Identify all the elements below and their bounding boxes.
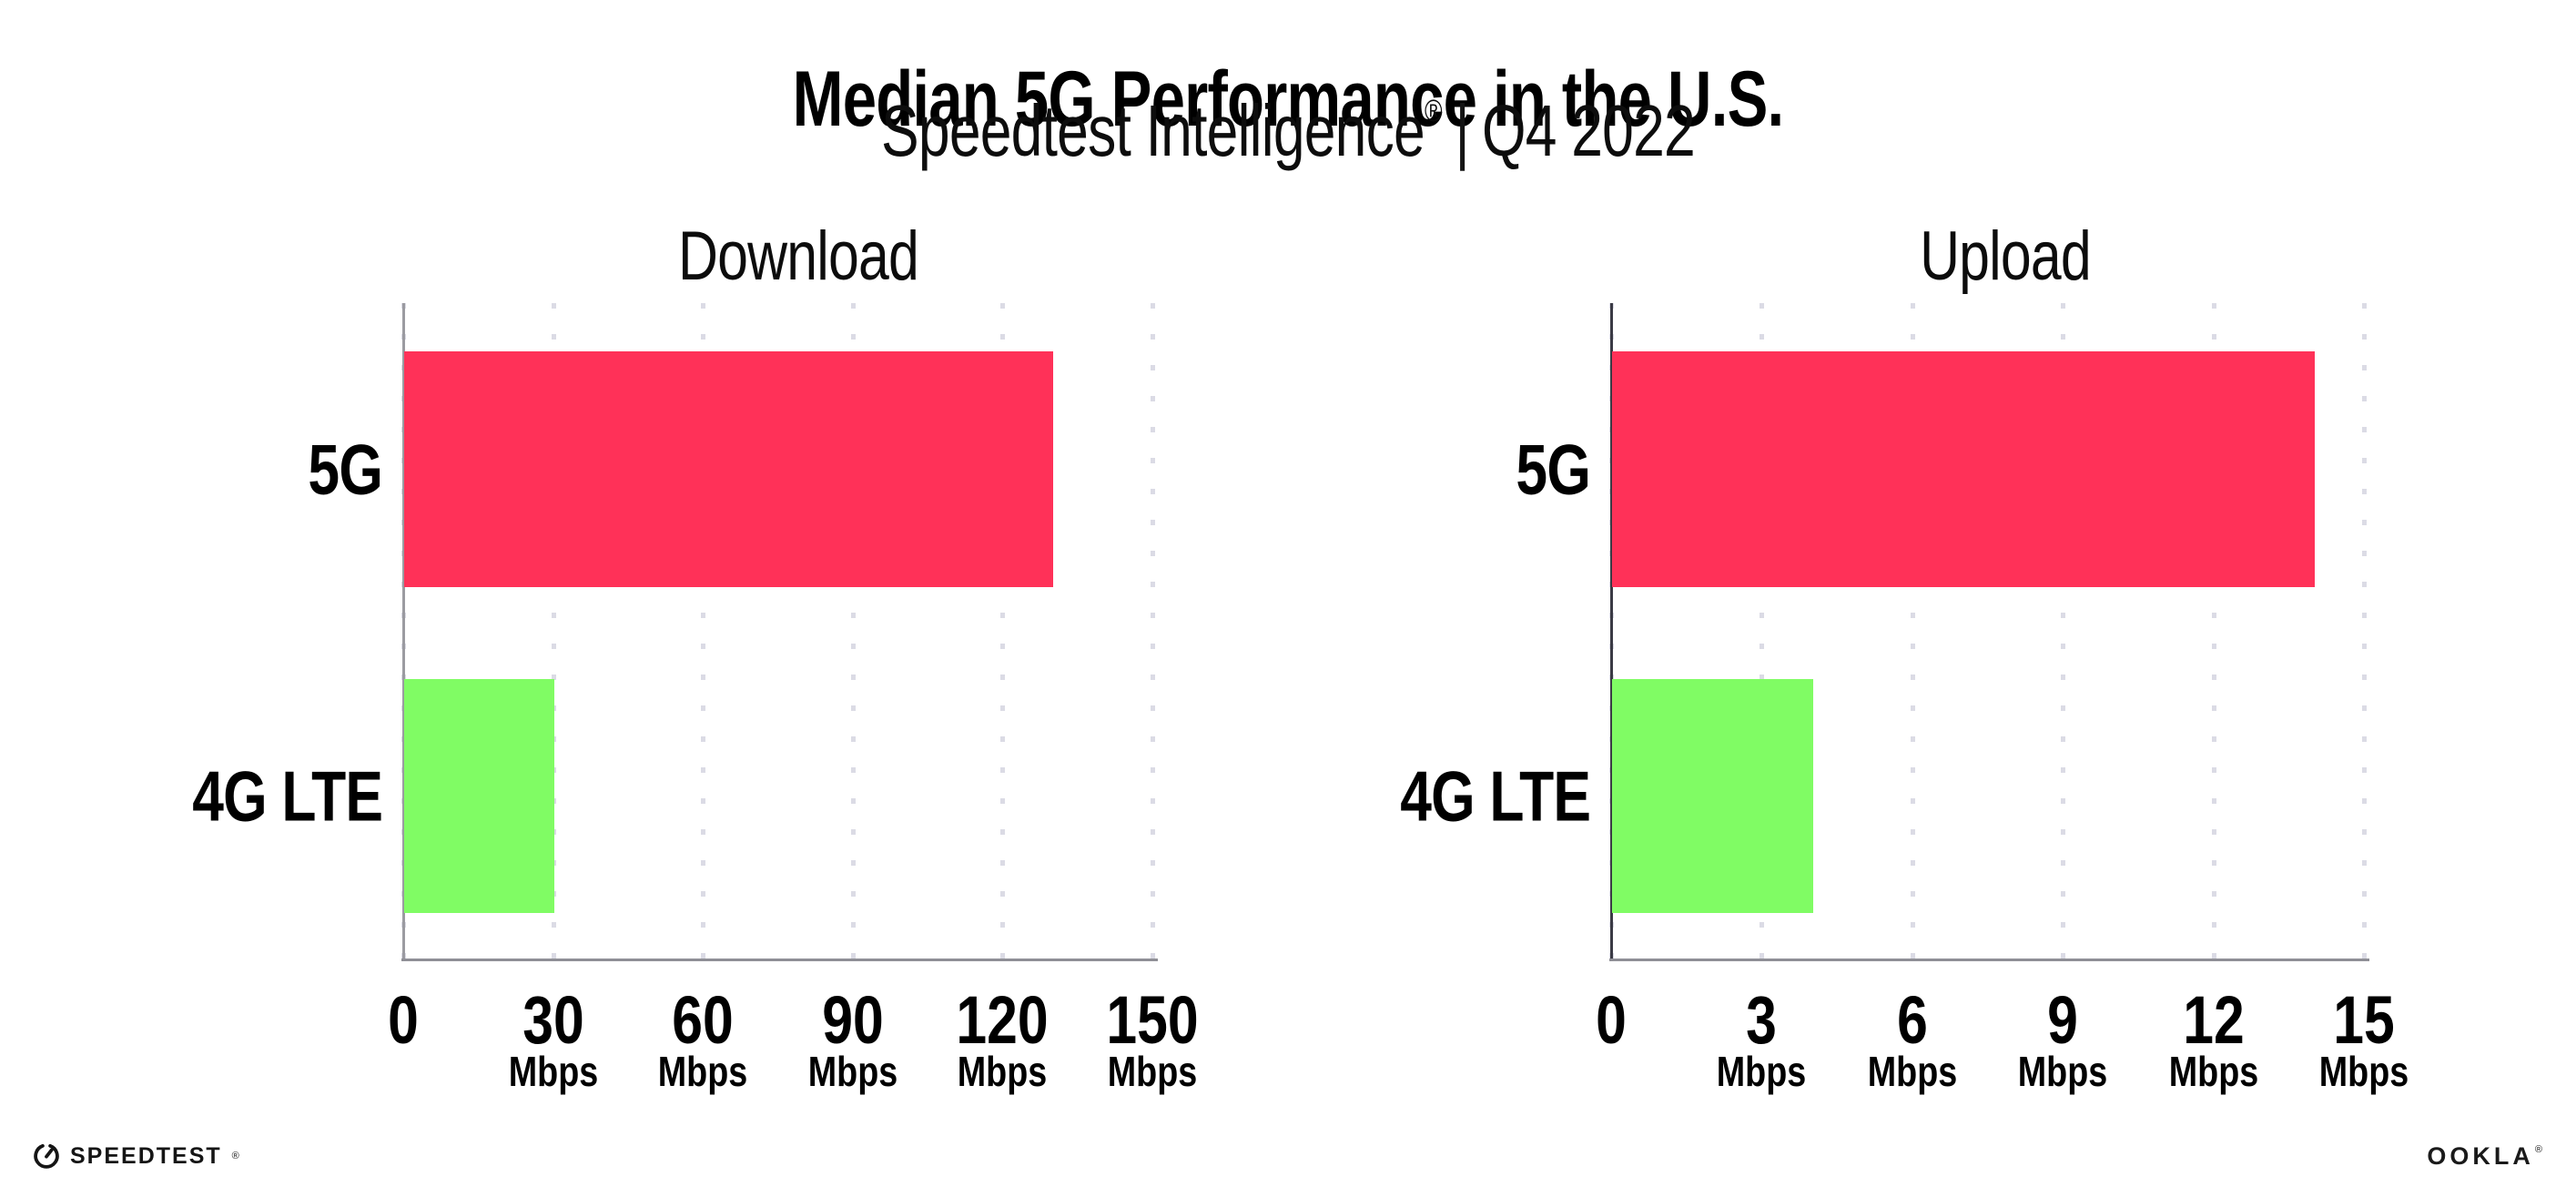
x-tick-label: 60 — [672, 982, 734, 1058]
x-gridline — [1000, 303, 1006, 973]
subtitle-period: Q4 2022 — [1482, 90, 1696, 171]
speedtest-wordmark: SPEEDTEST — [70, 1142, 222, 1169]
x-tick-label: 0 — [388, 982, 419, 1058]
x-gridline — [701, 303, 706, 973]
x-tick-label: 30 — [522, 982, 584, 1058]
x-tick-unit-label: Mbps — [1717, 1048, 1807, 1095]
page-subtitle: Speedtest Intelligence® | Q4 2022 — [881, 89, 1696, 173]
x-tick-label: 150 — [1106, 982, 1199, 1058]
x-tick-label: 0 — [1596, 982, 1627, 1058]
x-gridline — [1910, 303, 1915, 973]
x-tick-unit-label: Mbps — [508, 1048, 598, 1095]
x-gridline — [1760, 303, 1765, 973]
download-bar-4g-lte — [404, 679, 554, 913]
x-tick-unit-label: Mbps — [2017, 1048, 2108, 1095]
page-title: Median 5G Performance in the U.S. — [792, 55, 1785, 143]
x-tick-label: 6 — [1896, 982, 1928, 1058]
y-axis-line — [402, 303, 405, 960]
x-gridline — [1151, 303, 1155, 973]
x-tick-label: 9 — [2047, 982, 2079, 1058]
x-tick-unit-label: Mbps — [2318, 1048, 2409, 1095]
category-label-4g-lte: 4G LTE — [1400, 756, 1591, 836]
subtitle-brand: Speedtest Intelligence — [881, 90, 1425, 171]
x-tick-unit-label: Mbps — [657, 1048, 748, 1095]
x-tick-unit-label: Mbps — [1107, 1048, 1198, 1095]
x-tick-label: 90 — [822, 982, 884, 1058]
x-gridline — [850, 303, 856, 973]
ookla-registered-mark: ® — [2534, 1144, 2542, 1155]
ookla-wordmark: OOKLA — [2427, 1141, 2534, 1170]
registered-mark: ® — [1424, 94, 1443, 128]
x-axis-line — [401, 959, 1158, 961]
speedtest-registered-mark: ® — [231, 1151, 239, 1161]
upload-bar-4g-lte — [1612, 679, 1813, 913]
chart-title-upload: Upload — [1920, 218, 2092, 295]
download-bar-5g — [404, 351, 1054, 587]
x-gridline — [551, 303, 556, 973]
x-gridline — [2211, 303, 2216, 973]
y-axis-line — [1610, 303, 1613, 960]
x-gridline — [2061, 303, 2066, 973]
subtitle-divider: | — [1455, 90, 1470, 171]
x-tick-unit-label: Mbps — [2168, 1048, 2258, 1095]
category-label-4g-lte: 4G LTE — [192, 756, 383, 836]
x-tick-unit-label: Mbps — [807, 1048, 898, 1095]
x-tick-unit-label: Mbps — [958, 1048, 1048, 1095]
category-label-5g: 5G — [1516, 429, 1590, 509]
upload-plot-area — [1609, 303, 2369, 973]
x-axis-line — [1609, 959, 2369, 961]
x-tick-unit-label: Mbps — [1867, 1048, 1958, 1095]
speedtest-gauge-icon — [34, 1143, 59, 1169]
x-gridline — [2362, 303, 2367, 973]
download-plot-area — [401, 303, 1158, 973]
ookla-logo: OOKLA ® — [2427, 1140, 2542, 1172]
x-tick-label: 15 — [2333, 982, 2395, 1058]
upload-bar-5g — [1612, 351, 2315, 587]
category-label-5g: 5G — [308, 429, 382, 509]
x-tick-label: 3 — [1746, 982, 1778, 1058]
x-tick-label: 12 — [2182, 982, 2245, 1058]
speedtest-logo: SPEEDTEST ® — [33, 1136, 239, 1176]
x-tick-label: 120 — [956, 982, 1050, 1058]
chart-title-download: Download — [678, 218, 919, 295]
